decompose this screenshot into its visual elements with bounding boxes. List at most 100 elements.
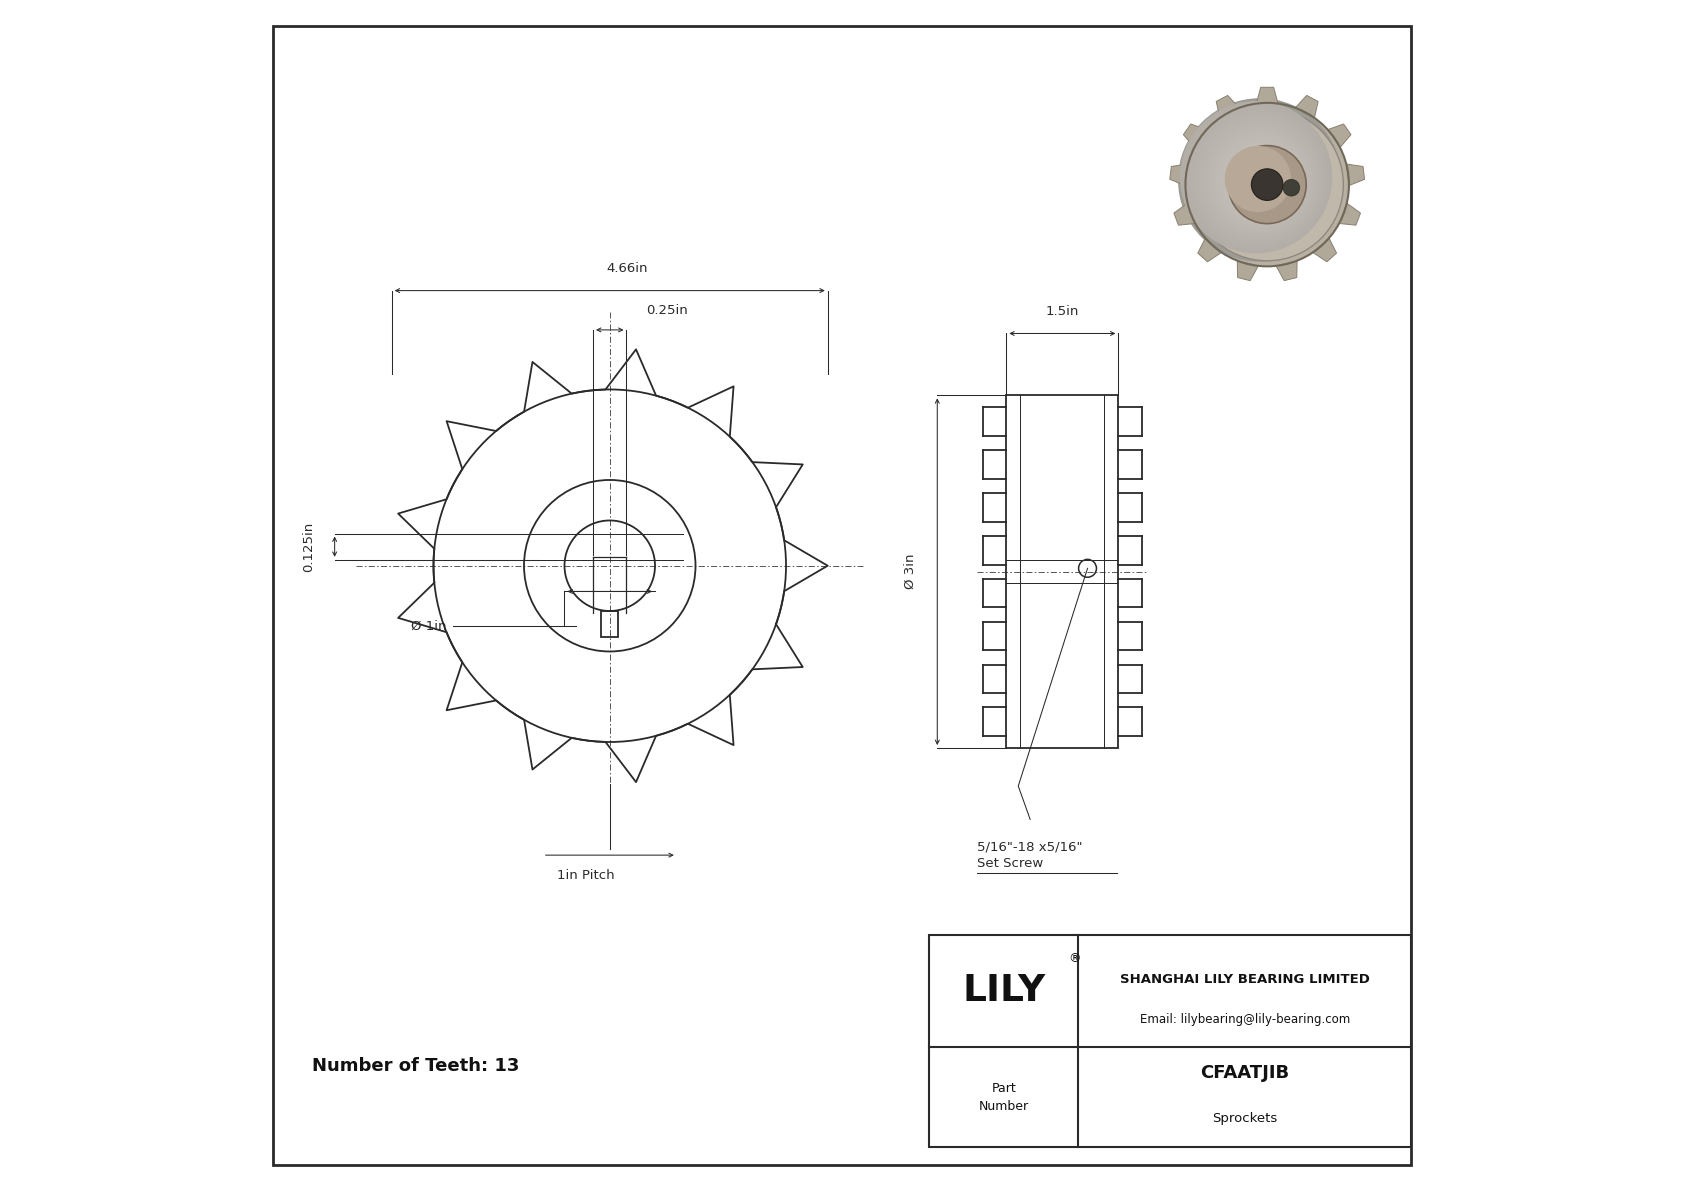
Circle shape	[1197, 118, 1325, 244]
Polygon shape	[1295, 95, 1319, 118]
Circle shape	[1261, 179, 1273, 191]
Circle shape	[1179, 98, 1342, 262]
Circle shape	[1218, 137, 1308, 227]
Circle shape	[1256, 174, 1276, 194]
Polygon shape	[1346, 164, 1364, 186]
Circle shape	[1251, 169, 1280, 198]
Circle shape	[1207, 126, 1317, 237]
Circle shape	[1180, 101, 1332, 254]
Circle shape	[1194, 113, 1329, 248]
Circle shape	[1216, 135, 1310, 229]
Circle shape	[1209, 129, 1310, 230]
Circle shape	[1189, 110, 1332, 252]
Circle shape	[1196, 116, 1327, 247]
Bar	[930, 935, 1411, 1147]
Text: ®: ®	[1068, 953, 1081, 966]
Circle shape	[1202, 121, 1320, 241]
Circle shape	[1234, 152, 1295, 213]
Circle shape	[1223, 142, 1305, 223]
Text: Email: lilybearing@lily-bearing.com: Email: lilybearing@lily-bearing.com	[1140, 1014, 1351, 1027]
Polygon shape	[1339, 204, 1361, 225]
Circle shape	[1241, 158, 1290, 207]
Circle shape	[1229, 148, 1298, 218]
Text: 0.125in: 0.125in	[303, 522, 315, 572]
Circle shape	[1248, 166, 1283, 202]
Circle shape	[1197, 118, 1319, 239]
Text: 5/16"-18 x5/16"
Set Screw: 5/16"-18 x5/16" Set Screw	[977, 841, 1083, 869]
Text: Ø 1in: Ø 1in	[411, 619, 446, 632]
Circle shape	[1182, 102, 1337, 258]
Text: Number of Teeth: 13: Number of Teeth: 13	[312, 1056, 519, 1075]
Circle shape	[1194, 116, 1322, 242]
Bar	[1007, 395, 1118, 748]
Text: 1.5in: 1.5in	[1046, 305, 1079, 318]
Circle shape	[1221, 139, 1307, 225]
Text: 1in Pitch: 1in Pitch	[557, 869, 615, 883]
Circle shape	[1214, 132, 1312, 231]
Text: Ø 3in: Ø 3in	[904, 554, 918, 590]
Polygon shape	[1197, 238, 1221, 262]
Circle shape	[1180, 100, 1340, 260]
Circle shape	[1202, 124, 1315, 235]
Circle shape	[1238, 157, 1288, 207]
Circle shape	[1238, 156, 1292, 210]
Circle shape	[1234, 154, 1292, 210]
Circle shape	[1251, 169, 1283, 200]
Circle shape	[1263, 180, 1271, 188]
Circle shape	[1182, 104, 1330, 251]
Text: 0.25in: 0.25in	[647, 304, 687, 317]
Circle shape	[1187, 107, 1334, 254]
Text: LILY: LILY	[962, 973, 1046, 1009]
Circle shape	[1204, 124, 1319, 238]
Text: Part
Number: Part Number	[978, 1081, 1029, 1112]
Circle shape	[1244, 163, 1287, 204]
Circle shape	[1244, 162, 1285, 202]
Circle shape	[1224, 145, 1292, 212]
Circle shape	[1261, 179, 1271, 189]
Circle shape	[1265, 182, 1270, 187]
Circle shape	[1212, 132, 1308, 229]
Polygon shape	[1170, 164, 1187, 186]
Circle shape	[1189, 110, 1325, 247]
Polygon shape	[1184, 124, 1207, 148]
Circle shape	[1209, 129, 1315, 235]
Polygon shape	[1327, 124, 1351, 148]
Circle shape	[1228, 145, 1300, 219]
Text: 4.66in: 4.66in	[606, 262, 648, 275]
Circle shape	[1229, 149, 1295, 214]
Circle shape	[1253, 170, 1278, 197]
Circle shape	[1206, 126, 1314, 232]
Text: Sprockets: Sprockets	[1212, 1112, 1278, 1125]
Circle shape	[1224, 144, 1302, 222]
Circle shape	[1236, 155, 1293, 212]
Circle shape	[1191, 111, 1330, 250]
Circle shape	[1246, 166, 1282, 200]
Circle shape	[1191, 108, 1344, 261]
Circle shape	[1283, 180, 1300, 197]
Circle shape	[1255, 172, 1278, 197]
Circle shape	[1192, 112, 1324, 244]
Circle shape	[1201, 120, 1317, 237]
Circle shape	[1258, 176, 1273, 192]
Circle shape	[1224, 143, 1300, 219]
Circle shape	[1233, 151, 1293, 212]
Circle shape	[1218, 137, 1303, 224]
Circle shape	[1214, 135, 1307, 226]
Circle shape	[1186, 102, 1349, 267]
Circle shape	[1250, 167, 1282, 200]
Circle shape	[1186, 106, 1329, 249]
Polygon shape	[1276, 261, 1297, 281]
Text: SHANGHAI LILY BEARING LIMITED: SHANGHAI LILY BEARING LIMITED	[1120, 973, 1369, 986]
Circle shape	[1211, 131, 1314, 232]
Circle shape	[1228, 145, 1307, 224]
Circle shape	[1256, 174, 1276, 194]
Circle shape	[1243, 161, 1288, 206]
Circle shape	[1250, 168, 1280, 199]
Circle shape	[1226, 145, 1298, 217]
Circle shape	[1258, 176, 1275, 192]
Polygon shape	[1238, 261, 1258, 281]
Text: CFAATJIB: CFAATJIB	[1201, 1065, 1290, 1083]
Circle shape	[1231, 150, 1297, 216]
Circle shape	[1241, 160, 1287, 205]
Circle shape	[1265, 182, 1270, 187]
